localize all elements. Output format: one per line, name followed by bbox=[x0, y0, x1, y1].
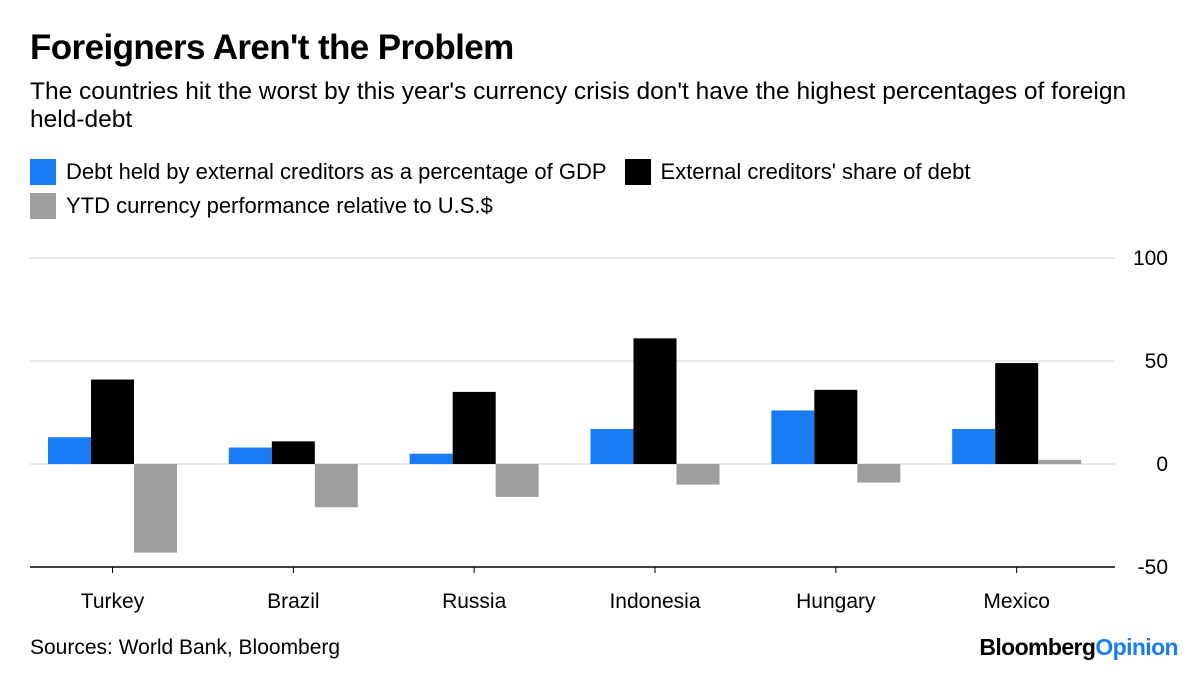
legend: Debt held by external creditors as a per… bbox=[30, 155, 1180, 223]
x-category-label: Mexico bbox=[983, 590, 1050, 613]
y-tick-label: -50 bbox=[1138, 556, 1168, 579]
legend-label-gdp: Debt held by external creditors as a per… bbox=[66, 159, 607, 184]
x-category-label: Russia bbox=[442, 590, 507, 613]
y-tick-label: 50 bbox=[1145, 350, 1168, 373]
bar bbox=[676, 464, 720, 485]
bar bbox=[314, 464, 358, 508]
bar bbox=[228, 447, 272, 464]
bar bbox=[452, 391, 496, 464]
bar bbox=[633, 338, 677, 464]
chart-title: Foreigners Aren't the Problem bbox=[30, 28, 514, 67]
x-category-label: Indonesia bbox=[609, 590, 700, 613]
legend-item-currency: YTD currency performance relative to U.S… bbox=[30, 193, 493, 219]
bar bbox=[814, 389, 858, 464]
legend-swatch-gdp bbox=[30, 159, 56, 185]
bar bbox=[495, 464, 539, 497]
x-category-label: Brazil bbox=[267, 590, 320, 613]
bar bbox=[771, 410, 815, 464]
bar bbox=[48, 437, 91, 464]
brand-bloomberg: Bloomberg bbox=[979, 634, 1096, 660]
bar bbox=[91, 379, 134, 464]
x-category-label: Hungary bbox=[796, 590, 876, 613]
bar bbox=[995, 363, 1039, 464]
bar bbox=[271, 441, 315, 464]
bar bbox=[134, 464, 177, 553]
bar bbox=[590, 428, 634, 464]
x-category-label: Turkey bbox=[81, 590, 145, 613]
bar bbox=[409, 453, 453, 464]
legend-item-gdp: Debt held by external creditors as a per… bbox=[30, 159, 607, 185]
legend-label-currency: YTD currency performance relative to U.S… bbox=[66, 193, 493, 218]
source-note: Sources: World Bank, Bloomberg bbox=[30, 636, 341, 659]
bar bbox=[1038, 459, 1082, 464]
bar bbox=[857, 464, 901, 483]
brand-opinion: Opinion bbox=[1095, 634, 1178, 660]
legend-label-share: External creditors' share of debt bbox=[660, 159, 971, 184]
legend-swatch-currency bbox=[30, 193, 56, 219]
legend-swatch-share bbox=[624, 159, 651, 185]
chart-subtitle: The countries hit the worst by this year… bbox=[30, 78, 1127, 133]
y-tick-label: 0 bbox=[1156, 453, 1168, 476]
legend-item-share: External creditors' share of debt bbox=[624, 159, 971, 185]
bar bbox=[952, 428, 996, 464]
brand-logo: BloombergOpinion bbox=[979, 634, 1178, 661]
y-tick-label: 100 bbox=[1133, 247, 1168, 270]
